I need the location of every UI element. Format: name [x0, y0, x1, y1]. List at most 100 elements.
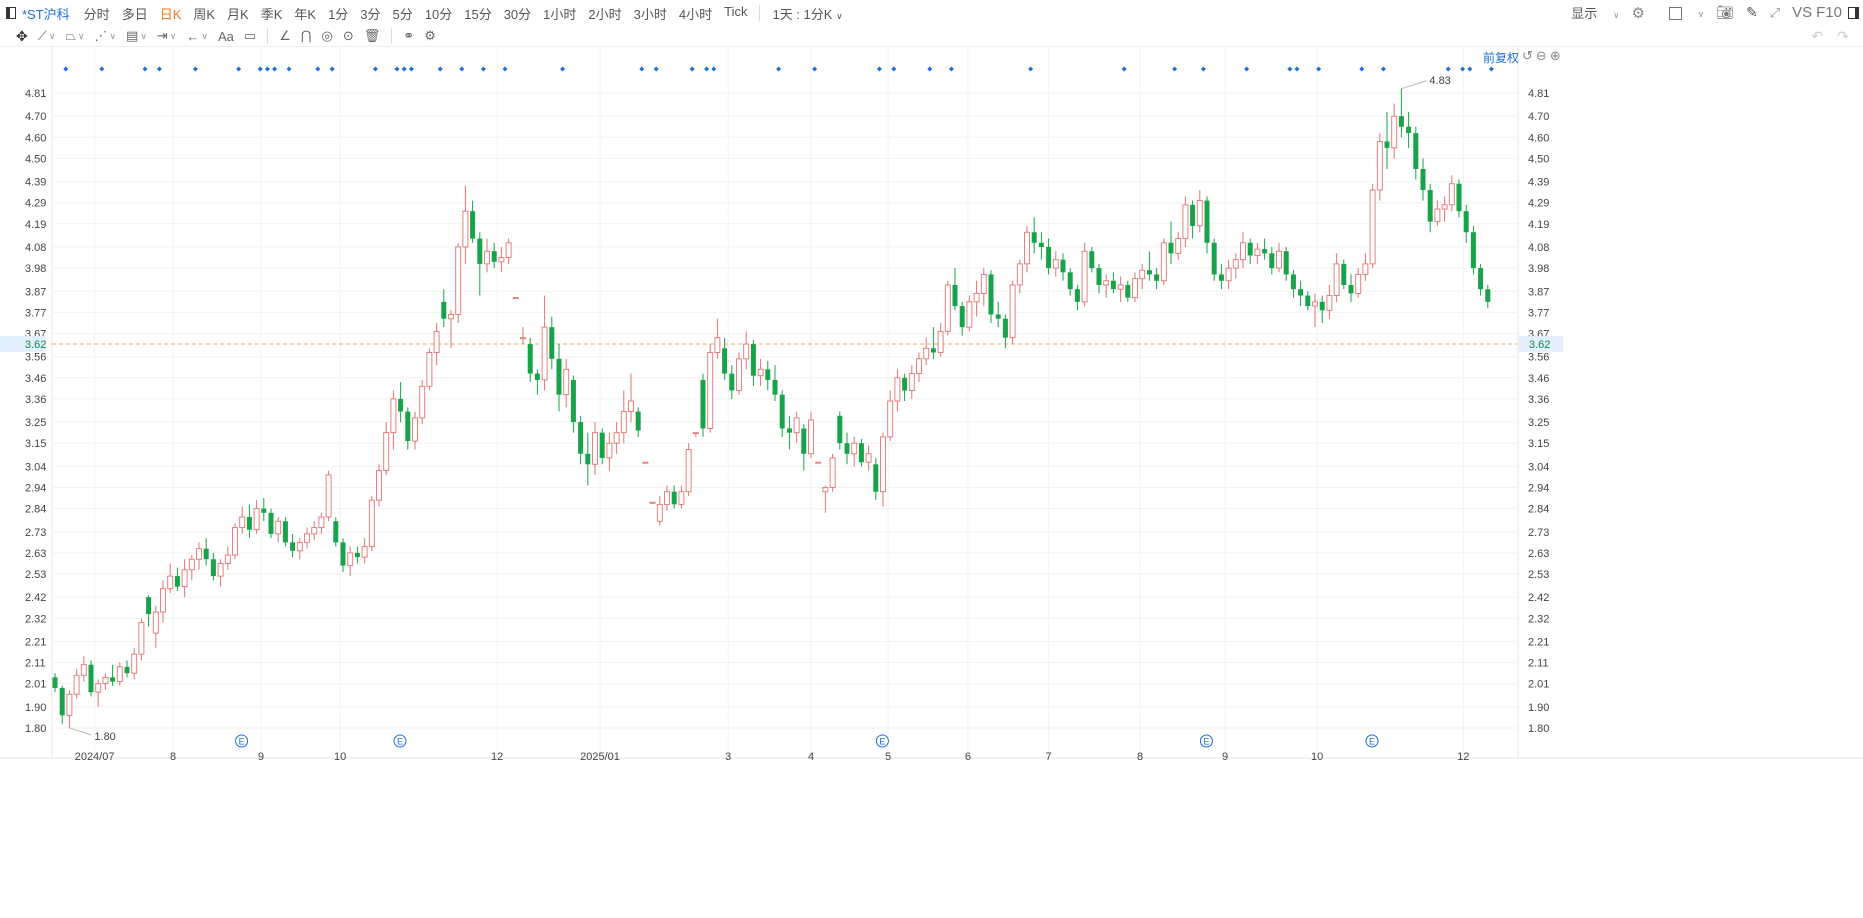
event-marker-icon[interactable]	[1316, 66, 1322, 72]
event-marker-icon[interactable]	[408, 66, 414, 72]
earnings-marker[interactable]: E	[875, 734, 889, 748]
tab-timeframe[interactable]: 3分	[360, 6, 381, 22]
event-marker-icon[interactable]	[704, 66, 710, 72]
tab-timeframe[interactable]: 15分	[464, 6, 492, 22]
wave-tool[interactable]: ⋰ ∨	[94, 28, 116, 44]
channel-tool[interactable]: ⏢ ∨	[65, 28, 84, 44]
event-marker-icon[interactable]	[876, 66, 882, 72]
zoom-out-icon[interactable]: ⊖	[1535, 48, 1547, 63]
event-marker-icon[interactable]	[1244, 66, 1250, 72]
event-marker-icon[interactable]	[1172, 66, 1178, 72]
settings-icon[interactable]: ⚙	[424, 28, 436, 43]
tab-timeframe[interactable]: 30分	[503, 6, 532, 22]
event-marker-icon[interactable]	[315, 66, 321, 72]
event-marker-icon[interactable]	[1467, 66, 1473, 72]
event-marker-icon[interactable]	[560, 66, 566, 72]
event-marker-icon[interactable]	[329, 66, 335, 72]
event-marker-icon[interactable]	[711, 66, 717, 72]
layout-select[interactable]: ∨	[1657, 5, 1704, 21]
comment-icon[interactable]: ▭	[243, 28, 257, 43]
move-icon[interactable]: ✥	[16, 27, 28, 44]
tab-timeframe[interactable]: 季K	[260, 6, 283, 22]
event-marker-icon[interactable]	[401, 66, 407, 72]
redo-icon[interactable]: ↷	[1837, 28, 1849, 44]
event-marker-icon[interactable]	[653, 66, 659, 72]
f10-button[interactable]: F10	[1816, 4, 1842, 21]
event-marker-icon[interactable]	[1488, 66, 1494, 72]
eye-icon[interactable]: ⊙	[342, 28, 354, 43]
right-panel-icon[interactable]	[1848, 6, 1859, 19]
vs-button[interactable]: VS	[1792, 4, 1813, 21]
pencil-icon[interactable]: ✎	[1745, 4, 1758, 20]
event-marker-icon[interactable]	[257, 66, 263, 72]
event-marker-icon[interactable]	[639, 66, 645, 72]
line-tool[interactable]: ⟋ ∨	[38, 28, 56, 44]
event-marker-icon[interactable]	[459, 66, 465, 72]
hide-icon[interactable]: ◎	[321, 28, 333, 43]
tab-timeframe[interactable]: 10分	[424, 6, 453, 22]
event-marker-icon[interactable]	[1028, 66, 1034, 72]
event-marker-icon[interactable]	[1380, 66, 1386, 72]
event-marker-icon[interactable]	[192, 66, 198, 72]
link-icon[interactable]: ⚭	[403, 28, 415, 43]
tab-timeframe[interactable]: 分时	[83, 6, 110, 22]
event-marker-icon[interactable]	[99, 66, 105, 72]
magnet-icon[interactable]: ⋂	[300, 28, 312, 43]
tab-timeframe[interactable]: 多日	[121, 6, 148, 22]
event-marker-icon[interactable]	[1445, 66, 1451, 72]
earnings-marker[interactable]: E	[235, 734, 249, 748]
event-marker-icon[interactable]	[156, 66, 162, 72]
tab-timeframe[interactable]: 5分	[392, 6, 413, 22]
fib-tool[interactable]: ▤ ∨	[126, 28, 147, 44]
event-marker-icon[interactable]	[1200, 66, 1206, 72]
text-tool[interactable]: Aa	[218, 28, 234, 44]
tab-timeframe[interactable]: 2小时	[588, 6, 622, 22]
event-marker-icon[interactable]	[63, 66, 69, 72]
earnings-marker[interactable]: E	[393, 734, 407, 748]
event-marker-icon[interactable]	[372, 66, 378, 72]
tab-timeframe[interactable]: 周K	[193, 6, 216, 22]
panel-toggle-icon[interactable]	[6, 7, 16, 19]
tab-timeframe[interactable]: 1小时	[543, 6, 577, 22]
earnings-marker[interactable]: E	[1365, 734, 1379, 748]
tab-timeframe[interactable]: 3小时	[633, 6, 667, 22]
candlestick-chart[interactable]: 4.81 4.81 4.70 4.70 4.60 4.60 4.50 4.50 4.39 4.39…	[0, 46, 1863, 918]
tab-timeframe[interactable]: 月K	[227, 6, 249, 22]
event-marker-icon[interactable]	[689, 66, 695, 72]
event-marker-icon[interactable]	[1460, 66, 1466, 72]
event-marker-icon[interactable]	[1359, 66, 1365, 72]
event-marker-icon[interactable]	[948, 66, 954, 72]
measure-tool[interactable]: ⇥ ∨	[157, 28, 177, 44]
event-marker-icon[interactable]	[236, 66, 242, 72]
event-marker-icon[interactable]	[272, 66, 278, 72]
event-marker-icon[interactable]	[480, 66, 486, 72]
event-marker-icon[interactable]	[394, 66, 400, 72]
adjustment-select[interactable]: 前复权	[1483, 51, 1520, 65]
settings-icon[interactable]: ⚙	[1631, 4, 1645, 22]
event-marker-icon[interactable]	[142, 66, 148, 72]
event-marker-icon[interactable]	[927, 66, 933, 72]
event-marker-icon[interactable]	[1287, 66, 1293, 72]
event-marker-icon[interactable]	[812, 66, 818, 72]
event-marker-icon[interactable]	[1294, 66, 1300, 72]
reset-icon[interactable]: ↺	[1522, 48, 1533, 63]
event-marker-icon[interactable]	[437, 66, 443, 72]
interval-select[interactable]: 1天 : 1分K ∨	[772, 4, 842, 23]
undo-icon[interactable]: ↶	[1811, 28, 1824, 44]
tab-timeframe[interactable]: 1分	[328, 6, 349, 22]
tab-timeframe[interactable]: 日K	[159, 6, 182, 22]
symbol-name[interactable]: *ST沪科	[22, 6, 70, 22]
tab-timeframe[interactable]: Tick	[724, 3, 748, 19]
zoom-in-icon[interactable]: ⊕	[1549, 48, 1561, 63]
fullscreen-icon[interactable]: ⤢	[1769, 4, 1781, 20]
tab-timeframe[interactable]: 4小时	[678, 6, 713, 22]
tab-timeframe[interactable]: 年K	[294, 6, 317, 22]
event-marker-icon[interactable]	[1121, 66, 1127, 72]
trash-icon[interactable]: 🗑︎	[363, 28, 381, 43]
event-marker-icon[interactable]	[286, 66, 292, 72]
camera-icon[interactable]: 📷︎	[1716, 4, 1734, 20]
arrow-tool[interactable]: ← ∨	[186, 29, 208, 44]
event-marker-icon[interactable]	[502, 66, 508, 72]
event-marker-icon[interactable]	[264, 66, 270, 72]
angle-icon[interactable]: ∠	[279, 28, 291, 43]
